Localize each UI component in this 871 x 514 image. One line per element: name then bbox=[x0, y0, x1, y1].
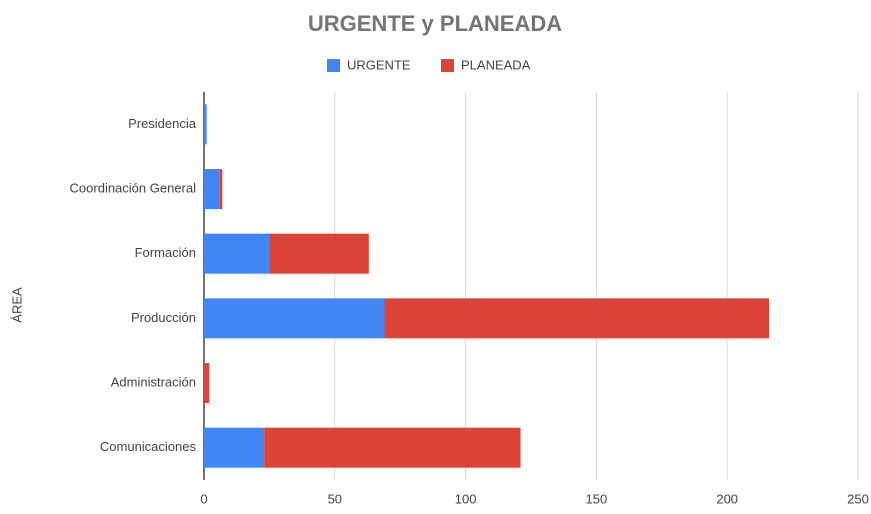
y-tick-label: Formación bbox=[135, 245, 196, 260]
y-tick-label: Coordinación General bbox=[70, 180, 197, 195]
legend-swatch bbox=[441, 59, 454, 72]
x-tick-label: 0 bbox=[200, 491, 207, 506]
bar bbox=[269, 233, 369, 274]
bar bbox=[204, 363, 210, 403]
bar bbox=[219, 169, 223, 209]
legend-label: URGENTE bbox=[347, 57, 411, 72]
chart-title: URGENTE y PLANEADA bbox=[308, 11, 562, 36]
bar bbox=[264, 427, 521, 468]
y-axis-label: ÁREA bbox=[9, 287, 24, 323]
bar bbox=[204, 298, 385, 339]
x-tick-label: 200 bbox=[716, 491, 738, 506]
y-tick-label: Producción bbox=[131, 310, 196, 325]
bar bbox=[204, 233, 270, 274]
y-tick-label: Administración bbox=[111, 374, 196, 389]
x-tick-label: 150 bbox=[586, 491, 608, 506]
legend-label: PLANEADA bbox=[461, 57, 531, 72]
y-tick-label: Presidencia bbox=[128, 116, 197, 131]
x-tick-label: 50 bbox=[328, 491, 342, 506]
bar bbox=[204, 169, 220, 209]
bar bbox=[384, 298, 770, 339]
bar bbox=[204, 104, 207, 145]
y-tick-label: Comunicaciones bbox=[100, 439, 197, 454]
x-tick-label: 250 bbox=[847, 491, 869, 506]
bar bbox=[204, 427, 265, 468]
x-tick-label: 100 bbox=[455, 491, 477, 506]
legend-swatch bbox=[327, 59, 340, 72]
